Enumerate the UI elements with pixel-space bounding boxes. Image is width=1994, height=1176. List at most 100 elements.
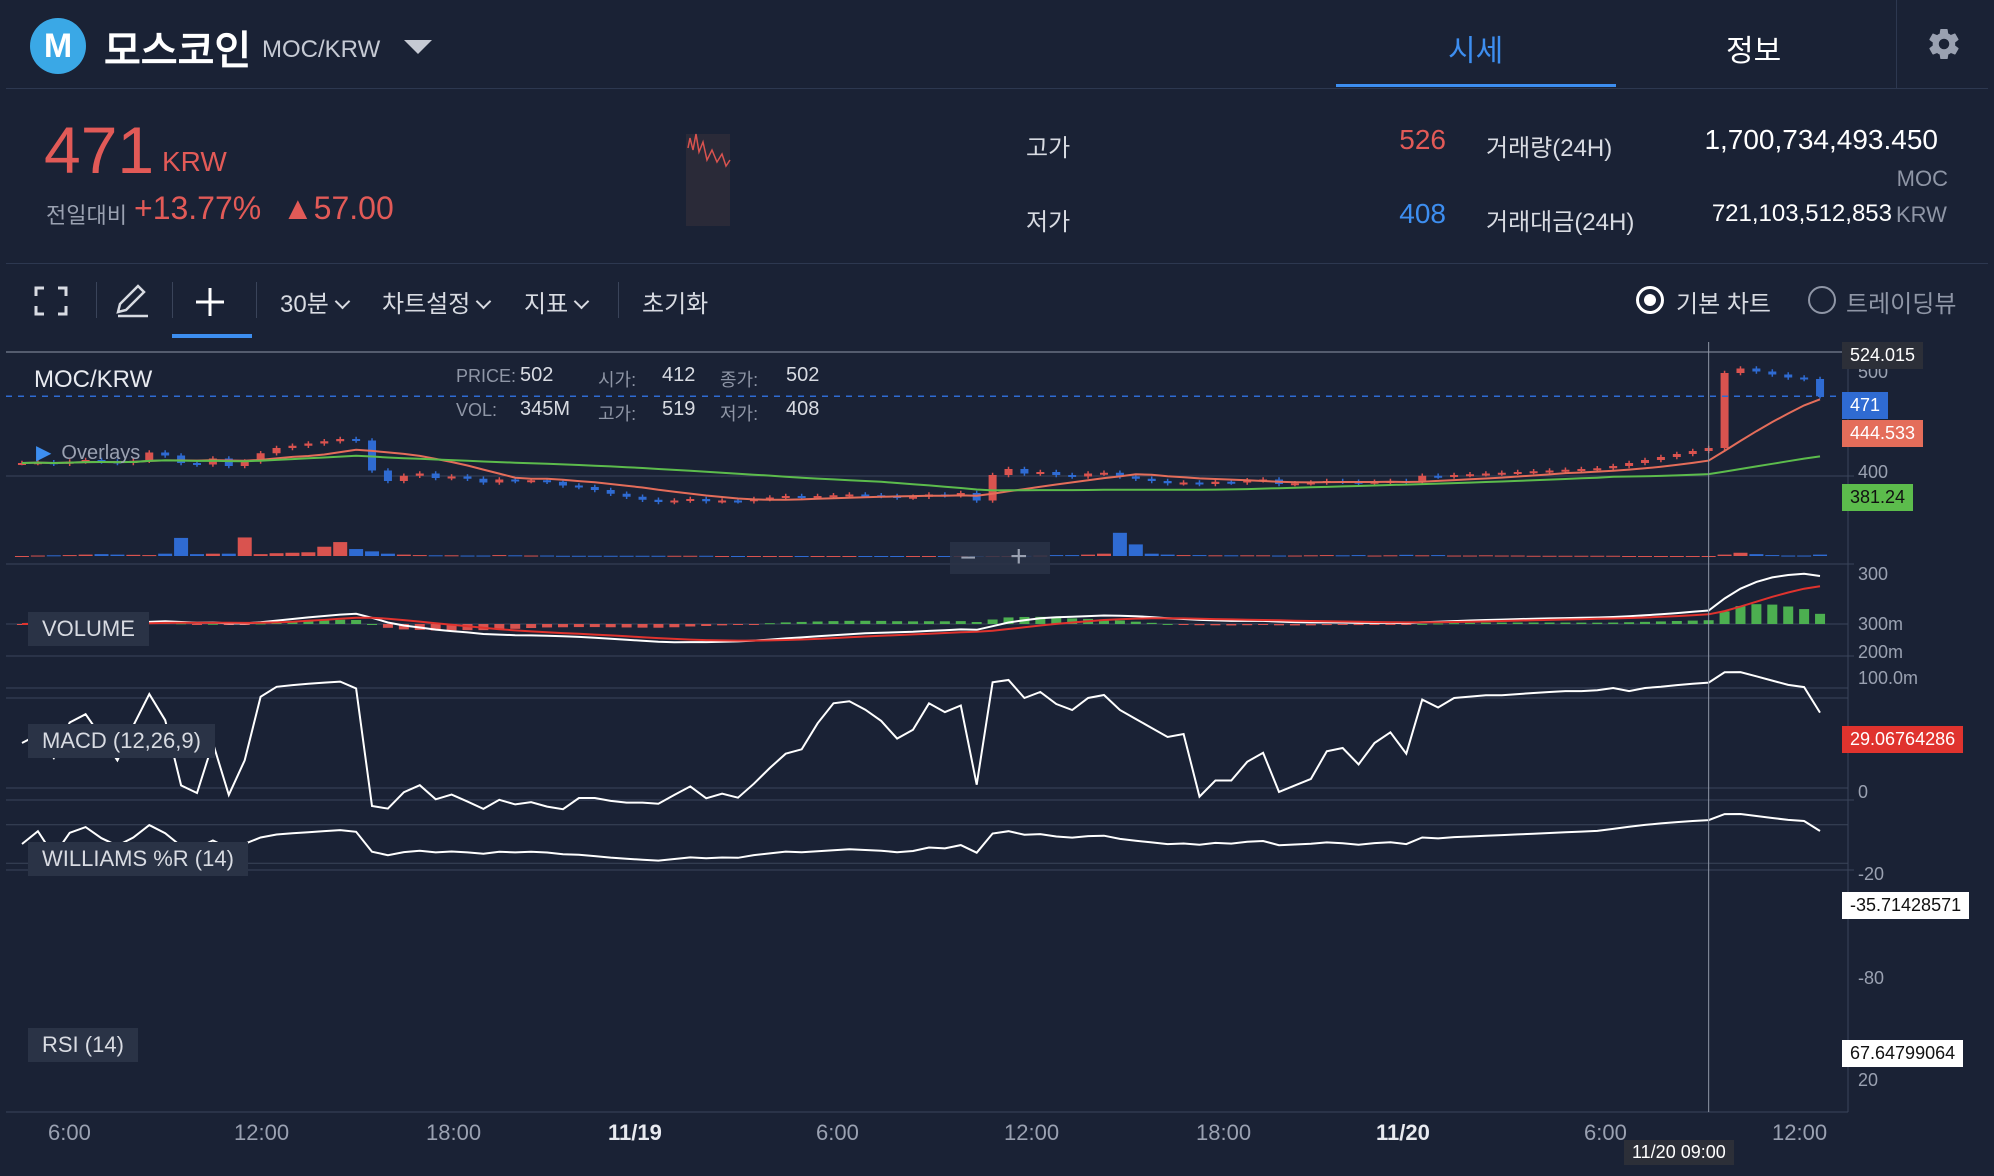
macd-histogram-bar bbox=[876, 620, 887, 624]
volume-bar bbox=[715, 556, 730, 557]
price-chart[interactable] bbox=[6, 342, 1988, 1162]
volume-bar bbox=[1096, 553, 1111, 556]
tab-info[interactable]: 정보 bbox=[1726, 35, 1782, 68]
coin-logo: M bbox=[30, 18, 86, 74]
candle-body bbox=[654, 499, 663, 502]
crosshair-icon[interactable] bbox=[194, 286, 226, 318]
overlays-toggle[interactable]: ▶ Overlays bbox=[36, 440, 140, 465]
fullscreen-icon[interactable] bbox=[34, 286, 68, 316]
macd-histogram-bar bbox=[1401, 624, 1412, 625]
macd-histogram-bar bbox=[1783, 606, 1794, 624]
coin-name[interactable]: 모스코인 bbox=[104, 29, 252, 73]
macd-histogram-bar bbox=[1051, 617, 1062, 624]
macd-histogram-bar bbox=[446, 624, 457, 631]
macd-histogram-bar bbox=[1067, 618, 1078, 624]
volume-bar bbox=[874, 556, 889, 557]
macd-histogram-bar bbox=[828, 621, 839, 624]
rsi-indicator bbox=[6, 812, 1848, 864]
coin-dropdown-icon[interactable] bbox=[404, 40, 432, 54]
macd-histogram-bar bbox=[319, 620, 330, 624]
volume-bar bbox=[1367, 555, 1382, 557]
macd-histogram-bar bbox=[685, 624, 696, 627]
indicators-menu[interactable]: 지표 bbox=[524, 284, 590, 319]
candle-body bbox=[1147, 478, 1156, 481]
toolbar-divider bbox=[96, 282, 97, 318]
moving-averages bbox=[6, 395, 1848, 501]
volume-bar bbox=[651, 555, 666, 557]
volume-tick: 300m bbox=[1858, 614, 1904, 634]
candle-body bbox=[383, 470, 392, 481]
macd-histogram-bar bbox=[1576, 622, 1587, 624]
volume-bar bbox=[858, 556, 873, 557]
macd-histogram-bar bbox=[1162, 623, 1173, 625]
chart-settings-menu[interactable]: 차트설정 bbox=[382, 284, 492, 319]
volume-bar bbox=[890, 556, 905, 557]
volume-bar bbox=[1081, 554, 1096, 556]
volume-bar bbox=[1558, 555, 1573, 557]
macd-value-tag: 29.06764286 bbox=[1842, 726, 1964, 753]
volume-bar bbox=[1240, 555, 1255, 557]
tradingview-label[interactable]: 트레이딩뷰 bbox=[1846, 291, 1957, 318]
macd-histogram-bar bbox=[1624, 622, 1635, 624]
volume-bar bbox=[78, 554, 93, 556]
macd-histogram-bar bbox=[573, 624, 584, 628]
volume-bar bbox=[667, 555, 682, 557]
volume-bar bbox=[1144, 553, 1159, 556]
candle-body bbox=[956, 493, 965, 496]
volume-bar bbox=[285, 552, 300, 556]
candle-body bbox=[558, 481, 567, 486]
macd-histogram-bar bbox=[812, 621, 823, 624]
volume-bar bbox=[492, 555, 507, 557]
macd-histogram-bar bbox=[176, 623, 187, 625]
candle-body bbox=[145, 452, 154, 461]
macd-histogram-bar bbox=[605, 624, 616, 628]
candle-body bbox=[97, 460, 106, 462]
macd-histogram-bar bbox=[1035, 616, 1046, 624]
volume-bar bbox=[301, 552, 316, 556]
volume-bar bbox=[746, 556, 761, 557]
summary-panel bbox=[6, 89, 1988, 264]
zoom-out-button[interactable]: − bbox=[960, 542, 977, 573]
macd-histogram-bar bbox=[908, 621, 919, 624]
volume-bar bbox=[731, 556, 746, 557]
candle-body bbox=[415, 473, 424, 476]
volume-bar bbox=[1685, 556, 1700, 557]
candle-body bbox=[256, 453, 265, 462]
volume-bar bbox=[826, 556, 841, 557]
high-value: 526 bbox=[1399, 124, 1446, 155]
volume-bar bbox=[555, 555, 570, 557]
macd-histogram-bar bbox=[1274, 624, 1285, 626]
candle-body bbox=[1418, 475, 1427, 483]
time-label: 12:00 bbox=[234, 1120, 290, 1145]
volume-bar bbox=[1733, 552, 1748, 556]
volume-bar bbox=[1717, 554, 1732, 556]
macd-histogram-bar bbox=[1417, 623, 1428, 625]
macd-histogram-bar bbox=[860, 620, 871, 624]
volume-bar bbox=[317, 546, 332, 556]
volume-bar bbox=[1638, 556, 1653, 557]
candle-body bbox=[1752, 368, 1761, 372]
gear-icon[interactable] bbox=[1926, 26, 1962, 62]
basic-chart-radio[interactable] bbox=[1636, 286, 1664, 314]
zoom-in-button[interactable]: + bbox=[1010, 540, 1028, 573]
macd-indicator bbox=[6, 572, 1848, 644]
candle-body bbox=[17, 463, 26, 465]
overlays-label: Overlays bbox=[61, 442, 141, 464]
basic-chart-label[interactable]: 기본 차트 bbox=[1676, 291, 1771, 318]
volume-bar bbox=[603, 555, 618, 557]
candle-body bbox=[781, 496, 790, 498]
tab-price[interactable]: 시세 bbox=[1448, 35, 1504, 68]
pencil-icon[interactable] bbox=[114, 284, 150, 318]
coin-pair[interactable]: MOC/KRW bbox=[262, 36, 381, 63]
candle-body bbox=[1609, 466, 1618, 469]
candle-body bbox=[336, 439, 345, 442]
macd-histogram-bar bbox=[1194, 624, 1205, 626]
tradingview-radio[interactable] bbox=[1808, 286, 1836, 314]
reset-button[interactable]: 초기화 bbox=[642, 291, 709, 318]
candle-body bbox=[1099, 472, 1108, 475]
macd-histogram-bar bbox=[589, 624, 600, 628]
coin-logo-letter: M bbox=[43, 27, 73, 65]
candle-body bbox=[1068, 475, 1077, 477]
macd-histogram-bar bbox=[303, 620, 314, 624]
interval-select[interactable]: 30분 bbox=[280, 284, 351, 319]
